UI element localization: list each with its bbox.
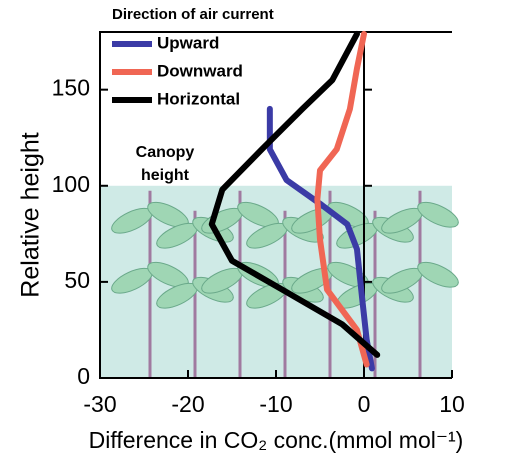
x-tick-label: 10 [439,391,465,417]
y-axis-label: Relative height [17,132,45,297]
x-tick-label: -20 [171,391,204,417]
x-tick-label: -10 [259,391,292,417]
series-line [266,105,375,372]
y-tick-label: 0 [77,363,90,389]
annotation: height [141,167,190,184]
series-line [208,30,381,358]
legend-label: Upward [157,33,219,52]
legend-label: Downward [157,61,243,80]
series-line [314,30,370,368]
plant-leaf [417,201,459,228]
annotation: Canopy [136,144,195,161]
y-tick-label: 100 [52,171,90,197]
x-tick-label: 0 [358,391,371,417]
x-tick-label: -30 [83,391,116,417]
y-tick-label: 50 [64,267,90,293]
y-tick-label: 150 [52,75,90,101]
x-axis-label: Difference in CO₂ conc.(mmol mol⁻¹) [89,427,464,453]
plant-leaf [417,261,459,288]
chart-title: Direction of air current [112,6,274,23]
legend-label: Horizontal [157,89,240,108]
